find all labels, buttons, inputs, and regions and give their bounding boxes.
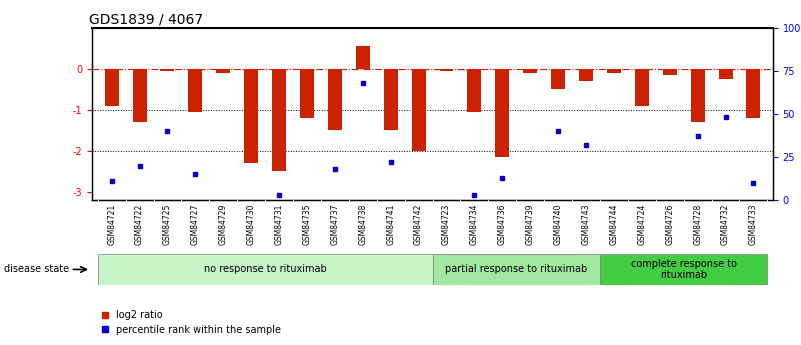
Bar [718, 69, 732, 79]
Bar [328, 69, 342, 130]
Text: GSM84739: GSM84739 [525, 204, 535, 245]
Legend: log2 ratio, percentile rank within the sample: log2 ratio, percentile rank within the s… [97, 306, 285, 339]
FancyBboxPatch shape [433, 254, 600, 285]
Bar [468, 69, 481, 112]
Text: GSM84730: GSM84730 [247, 204, 256, 245]
FancyBboxPatch shape [98, 254, 433, 285]
Text: GSM84743: GSM84743 [582, 204, 590, 245]
Bar [160, 69, 175, 71]
FancyBboxPatch shape [600, 254, 767, 285]
Text: GSM84725: GSM84725 [163, 204, 172, 245]
Bar [356, 46, 370, 69]
Bar [384, 69, 397, 130]
Text: partial response to rituximab: partial response to rituximab [445, 265, 587, 274]
Text: GSM84741: GSM84741 [386, 204, 395, 245]
Text: GSM84721: GSM84721 [107, 204, 116, 245]
Bar [188, 69, 203, 112]
Bar [607, 69, 621, 73]
Text: GSM84734: GSM84734 [470, 204, 479, 245]
Text: GSM84726: GSM84726 [665, 204, 674, 245]
Text: GSM84735: GSM84735 [303, 204, 312, 245]
Text: GSM84724: GSM84724 [638, 204, 646, 245]
Text: GSM84736: GSM84736 [497, 204, 507, 245]
Text: disease state: disease state [4, 265, 69, 274]
Bar [244, 69, 258, 163]
Text: GSM84732: GSM84732 [721, 204, 730, 245]
Bar [105, 69, 119, 106]
Bar [523, 69, 537, 73]
Bar [133, 69, 147, 122]
Text: GSM84733: GSM84733 [749, 204, 758, 245]
Bar [690, 69, 705, 122]
Bar [412, 69, 425, 151]
Text: GSM84742: GSM84742 [414, 204, 423, 245]
Text: GSM84722: GSM84722 [135, 204, 144, 245]
Text: GSM84728: GSM84728 [693, 204, 702, 245]
Text: GSM84731: GSM84731 [275, 204, 284, 245]
Text: GSM84737: GSM84737 [330, 204, 340, 245]
Text: complete response to
rituximab: complete response to rituximab [630, 259, 737, 280]
Bar [216, 69, 230, 73]
Bar [272, 69, 286, 171]
Bar [662, 69, 677, 75]
Text: GSM84727: GSM84727 [191, 204, 200, 245]
Text: GSM84729: GSM84729 [219, 204, 227, 245]
Text: GSM84738: GSM84738 [358, 204, 368, 245]
Bar [440, 69, 453, 71]
Bar [495, 69, 509, 157]
Bar [579, 69, 593, 81]
Text: GSM84740: GSM84740 [553, 204, 562, 245]
Bar [635, 69, 649, 106]
Bar [747, 69, 760, 118]
Bar [300, 69, 314, 118]
Text: GDS1839 / 4067: GDS1839 / 4067 [89, 12, 203, 27]
Bar [551, 69, 565, 89]
Text: no response to rituximab: no response to rituximab [203, 265, 327, 274]
Text: GSM84744: GSM84744 [610, 204, 618, 245]
Text: GSM84723: GSM84723 [442, 204, 451, 245]
